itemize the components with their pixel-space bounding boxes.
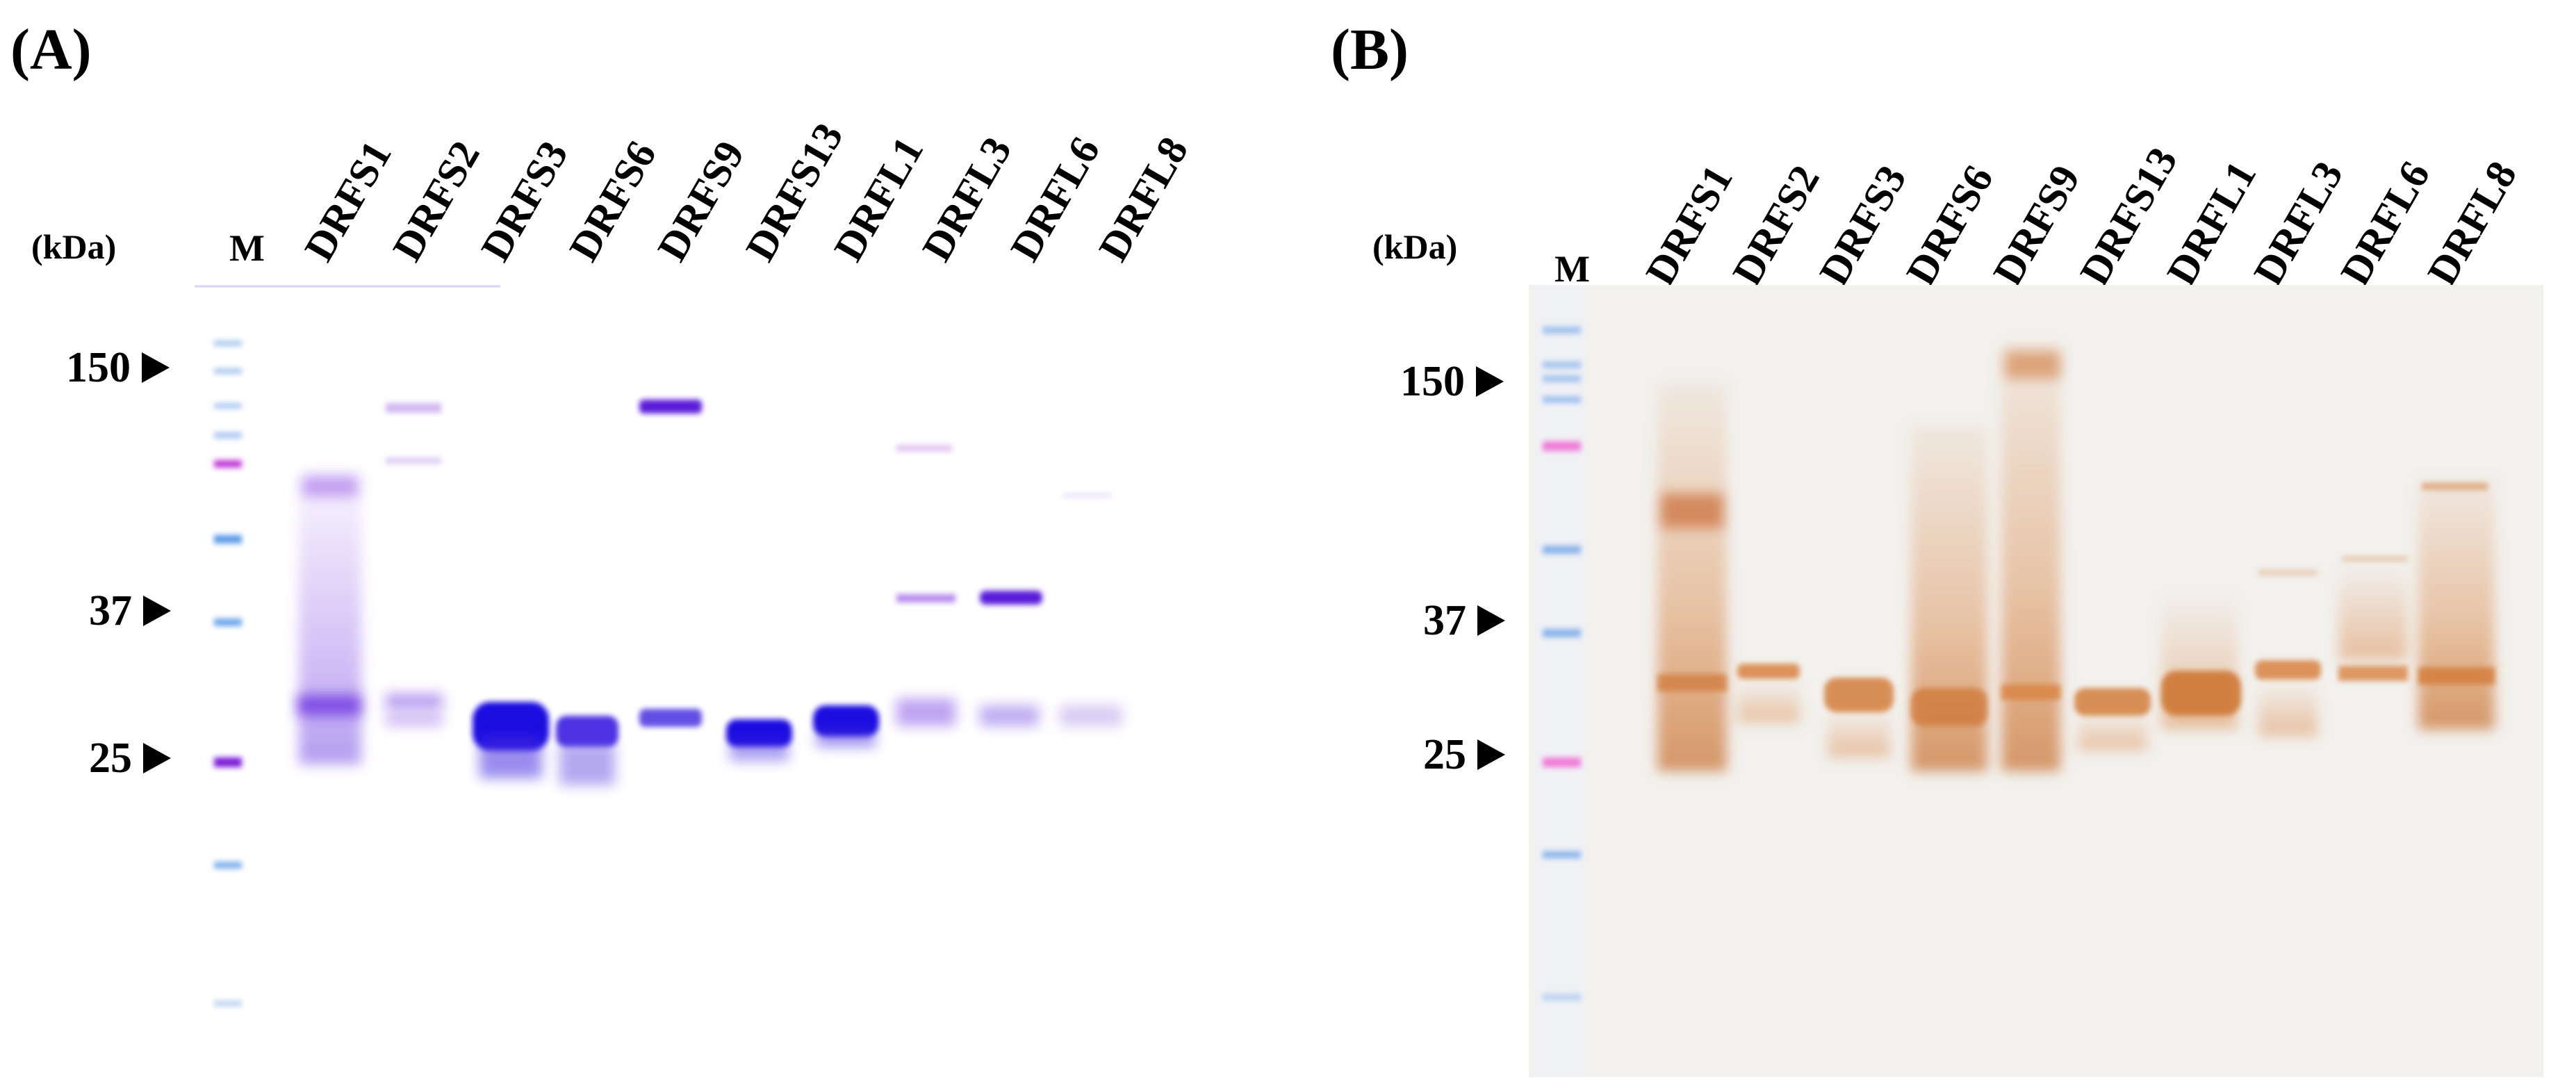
panel-a-lane-label: DRFS1 [295, 133, 400, 269]
panel-b-kda-label: (kDa) [1372, 227, 1458, 266]
arrow-right-icon [1477, 739, 1505, 770]
panel-a-sample-lane [556, 716, 618, 785]
marker-value: 150 [1400, 358, 1465, 405]
panel-a-lane-label: DRFS3 [472, 133, 577, 269]
marker-value: 25 [89, 735, 132, 782]
marker-value: 25 [1423, 731, 1466, 778]
panel-b-lane-label: DRFS9 [1984, 157, 2089, 293]
panel-a-sample-lane [813, 705, 879, 747]
panel-b-lane-label: DRFS6 [1897, 157, 2002, 293]
panel-b-sample-lane [1657, 382, 1727, 771]
panel-a-sample-lane [1060, 493, 1122, 726]
panel-b-lane-label: DRFS1 [1636, 157, 1741, 293]
arrow-right-icon [142, 352, 170, 383]
marker-value: 37 [1423, 597, 1466, 644]
panel-a-label: (A) [10, 17, 92, 82]
panel-a-lane-label: DRFL3 [913, 129, 1021, 269]
panel-b-lane-label: DRFS2 [1723, 157, 1828, 293]
panel-a-lane-label: DRFL6 [1001, 129, 1109, 269]
panel-b-marker-150: 150 [1400, 360, 1504, 403]
panel-b-sample-lane [2161, 591, 2241, 730]
panel-b-marker-lane-label: M [1554, 248, 1590, 290]
panel-a-gel-image [195, 285, 1122, 1006]
panel-a-ladder-lane [214, 341, 242, 1006]
panel-a-kda-label: (kDa) [31, 227, 117, 266]
panel-b-sample-lane [1911, 424, 1987, 771]
panel-b-sample-lane [1737, 664, 1800, 723]
arrow-right-icon [143, 596, 171, 626]
panel-a-sample-lane [473, 702, 549, 778]
panel-a-lane-label: DRFS6 [560, 133, 665, 269]
panel-b-sample-lane [2074, 688, 2151, 751]
panel-b-marker-37: 37 [1423, 599, 1505, 642]
panel-a-lane-label: DRFL8 [1090, 129, 1197, 269]
panel-a-lane-label: DRFS2 [384, 133, 489, 269]
arrow-right-icon [1477, 605, 1505, 636]
panel-a-sample-lane [639, 400, 702, 727]
panel-b-lane-label: DRFS3 [1810, 157, 1915, 293]
panel-a-marker-150: 150 [66, 346, 170, 389]
panel-b-marker-25: 25 [1423, 733, 1505, 776]
panel-a-sample-lane [386, 403, 443, 726]
panel-b-sample-lane [2255, 570, 2321, 737]
panel-b-sample-lane [1824, 678, 1894, 757]
panel-a-sample-lane [980, 591, 1042, 726]
panel-b-label: (B) [1331, 17, 1409, 82]
marker-value: 150 [66, 344, 131, 391]
panel-b-sample-lane [2001, 344, 2060, 771]
panel-b-ladder-lane [1536, 285, 1584, 1077]
panel-b-sample-lane [2418, 479, 2495, 730]
panel-a-sample-lane [896, 445, 955, 726]
panel-a-marker-37: 37 [89, 589, 171, 632]
panel-b-sample-lane [2338, 556, 2408, 681]
marker-value: 37 [89, 587, 132, 634]
panel-a-sample-lane [726, 719, 792, 761]
panel-a-sample-lane [297, 473, 361, 764]
panel-b-gel-image [1529, 285, 2543, 1077]
arrow-right-icon [143, 743, 171, 773]
panel-a-lane-label: DRFS9 [648, 133, 753, 269]
panel-a-marker-lane-label: M [229, 227, 265, 269]
arrow-right-icon [1476, 366, 1504, 397]
panel-a-marker-25: 25 [89, 737, 171, 780]
